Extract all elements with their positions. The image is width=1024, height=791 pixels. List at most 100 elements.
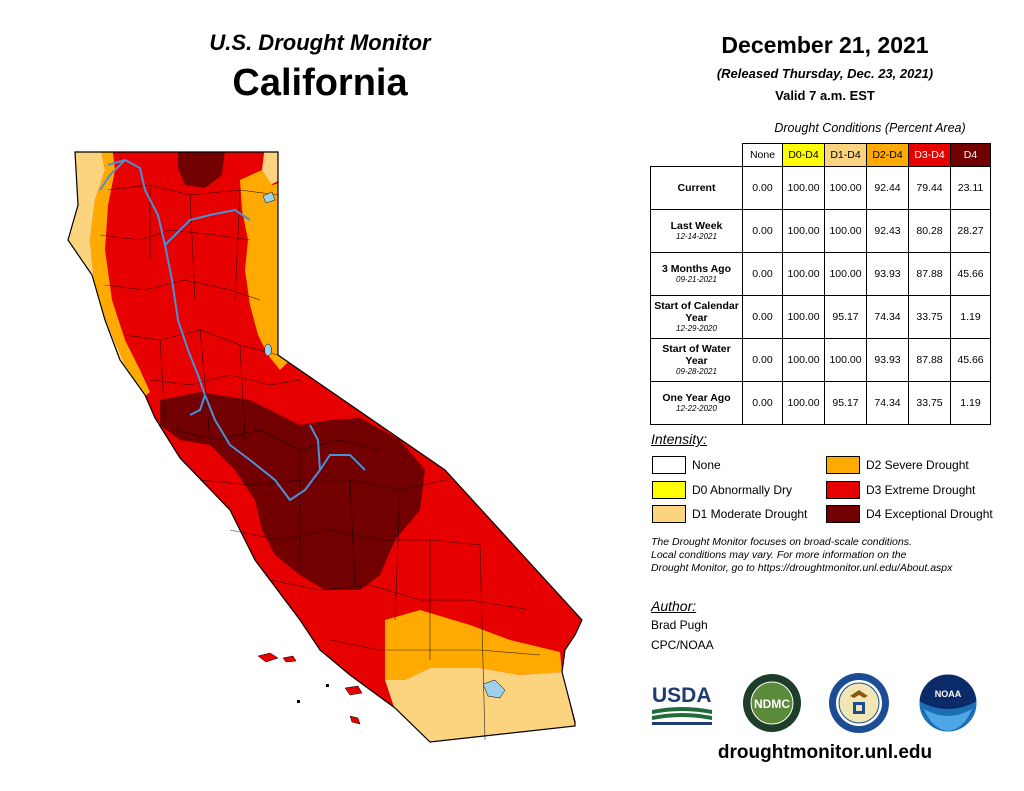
island: [282, 655, 297, 663]
county-lines: [99, 184, 541, 741]
legend-swatch-d4: [826, 505, 860, 523]
table-cell: 74.34: [866, 295, 909, 339]
table-cell: 33.75: [908, 381, 951, 425]
release-date: (Released Thursday, Dec. 23, 2021): [716, 66, 934, 81]
table-cell: 1.19: [950, 381, 991, 425]
state-outline: [67, 151, 583, 743]
legend-swatch-d2: [826, 456, 860, 474]
table-cell: 28.27: [950, 209, 991, 253]
table-cell: 95.17: [824, 295, 867, 339]
table-cell: 0.00: [742, 338, 783, 382]
table-cell: 0.00: [742, 381, 783, 425]
legend-label-d3: D3 Extreme Drought: [866, 483, 976, 497]
island: [326, 684, 329, 687]
table-cell: 0.00: [742, 252, 783, 296]
note-line: The Drought Monitor focuses on broad-sca…: [651, 536, 912, 548]
d2-region-north-coast: [90, 152, 150, 396]
table-row: Start of Water Year 09-28-2021 0.00 100.0…: [650, 338, 991, 382]
commerce-seal-icon: [829, 673, 889, 733]
table-cell: 74.34: [866, 381, 909, 425]
d4-region-north: [178, 152, 225, 188]
svg-text:NDMC: NDMC: [754, 697, 790, 711]
table-row: Last Week 12-14-2021 0.00 100.00 100.00 9…: [650, 209, 991, 253]
table-cell: 100.00: [824, 166, 867, 210]
row-date: 12-22-2020: [676, 404, 717, 413]
table-cell: 100.00: [782, 338, 825, 382]
author-org: CPC/NOAA: [651, 638, 714, 652]
table-cell: 0.00: [742, 295, 783, 339]
table-cell: 93.93: [866, 252, 909, 296]
row-label: Start of Water Year 09-28-2021: [650, 338, 743, 382]
table-cell: 100.00: [824, 252, 867, 296]
table-cell: 0.00: [742, 209, 783, 253]
author-name: Brad Pugh: [651, 618, 708, 632]
table-cell: 100.00: [824, 209, 867, 253]
row-label: One Year Ago 12-22-2020: [650, 381, 743, 425]
table-cell: 33.75: [908, 295, 951, 339]
lake-tahoe: [264, 343, 272, 357]
valid-time: Valid 7 a.m. EST: [775, 88, 875, 103]
island: [297, 700, 300, 703]
legend-swatch-d3: [826, 481, 860, 499]
table-row: Start of Calendar Year 12-29-2020 0.00 10…: [650, 295, 991, 339]
table-cell: 95.17: [824, 381, 867, 425]
table-cell: 23.11: [950, 166, 991, 210]
table-caption: Drought Conditions (Percent Area): [774, 121, 966, 135]
map-title: U.S. Drought Monitor: [209, 30, 431, 55]
website-link[interactable]: droughtmonitor.unl.edu: [717, 742, 933, 763]
table-cell: 45.66: [950, 338, 991, 382]
row-label: Last Week 12-14-2021: [650, 209, 743, 253]
table-cell: 0.00: [742, 166, 783, 210]
table-corner: [650, 143, 743, 167]
legend-swatch-d1: [652, 505, 686, 523]
note-line: Drought Monitor, go to https://droughtmo…: [651, 562, 953, 574]
svg-text:NOAA: NOAA: [935, 689, 962, 699]
table-cell: 80.28: [908, 209, 951, 253]
table-cell: 92.44: [866, 166, 909, 210]
column-header: D1-D4: [824, 143, 867, 167]
note-line: Local conditions may vary. For more info…: [651, 549, 907, 561]
legend-label-d1: D1 Moderate Drought: [692, 507, 808, 521]
row-label: 3 Months Ago 09-21-2021: [650, 252, 743, 296]
drought-conditions-table: None D0-D4 D1-D4 D2-D4 D3-D4 D4 Current …: [650, 143, 991, 425]
report-date: December 21, 2021: [721, 32, 929, 58]
d4-region-central: [160, 392, 425, 590]
island: [257, 652, 279, 663]
table-cell: 87.88: [908, 252, 951, 296]
table-cell: 100.00: [782, 209, 825, 253]
state-name: California: [232, 62, 408, 104]
svg-text:USDA: USDA: [652, 684, 712, 707]
column-header: D4: [950, 143, 991, 167]
row-date: 09-21-2021: [676, 275, 717, 284]
island: [344, 685, 363, 696]
column-header: D0-D4: [782, 143, 825, 167]
legend-label-none: None: [692, 458, 721, 472]
legend-title: Intensity:: [651, 431, 708, 447]
row-date: 09-28-2021: [676, 367, 717, 376]
table-cell: 100.00: [782, 252, 825, 296]
table-cell: 100.00: [782, 166, 825, 210]
table-cell: 92.43: [866, 209, 909, 253]
table-cell: 100.00: [782, 295, 825, 339]
legend-swatch-none: [652, 456, 686, 474]
legend-label-d4: D4 Exceptional Drought: [866, 507, 993, 521]
legend-label-d0: D0 Abnormally Dry: [692, 483, 793, 497]
usda-logo: USDA: [652, 684, 712, 725]
lake-northeast: [262, 191, 276, 204]
salton-sea: [482, 679, 506, 699]
row-label: Start of Calendar Year 12-29-2020: [650, 295, 743, 339]
table-cell: 87.88: [908, 338, 951, 382]
column-header: None: [742, 143, 783, 167]
table-cell: 45.66: [950, 252, 991, 296]
disclaimer-note: The Drought Monitor focuses on broad-sca…: [651, 536, 1011, 575]
island: [349, 715, 361, 725]
row-date: 12-14-2021: [676, 232, 717, 241]
d2-region-south: [385, 610, 562, 680]
row-label: Current: [650, 166, 743, 210]
legend-label-d2: D2 Severe Drought: [866, 458, 969, 472]
river-lines: [99, 158, 366, 502]
table-row: One Year Ago 12-22-2020 0.00 100.00 95.17…: [650, 381, 991, 425]
table-row: Current 0.00 100.00 100.00 92.44 79.44 2…: [650, 166, 991, 210]
table-cell: 100.00: [824, 338, 867, 382]
column-header: D2-D4: [866, 143, 909, 167]
